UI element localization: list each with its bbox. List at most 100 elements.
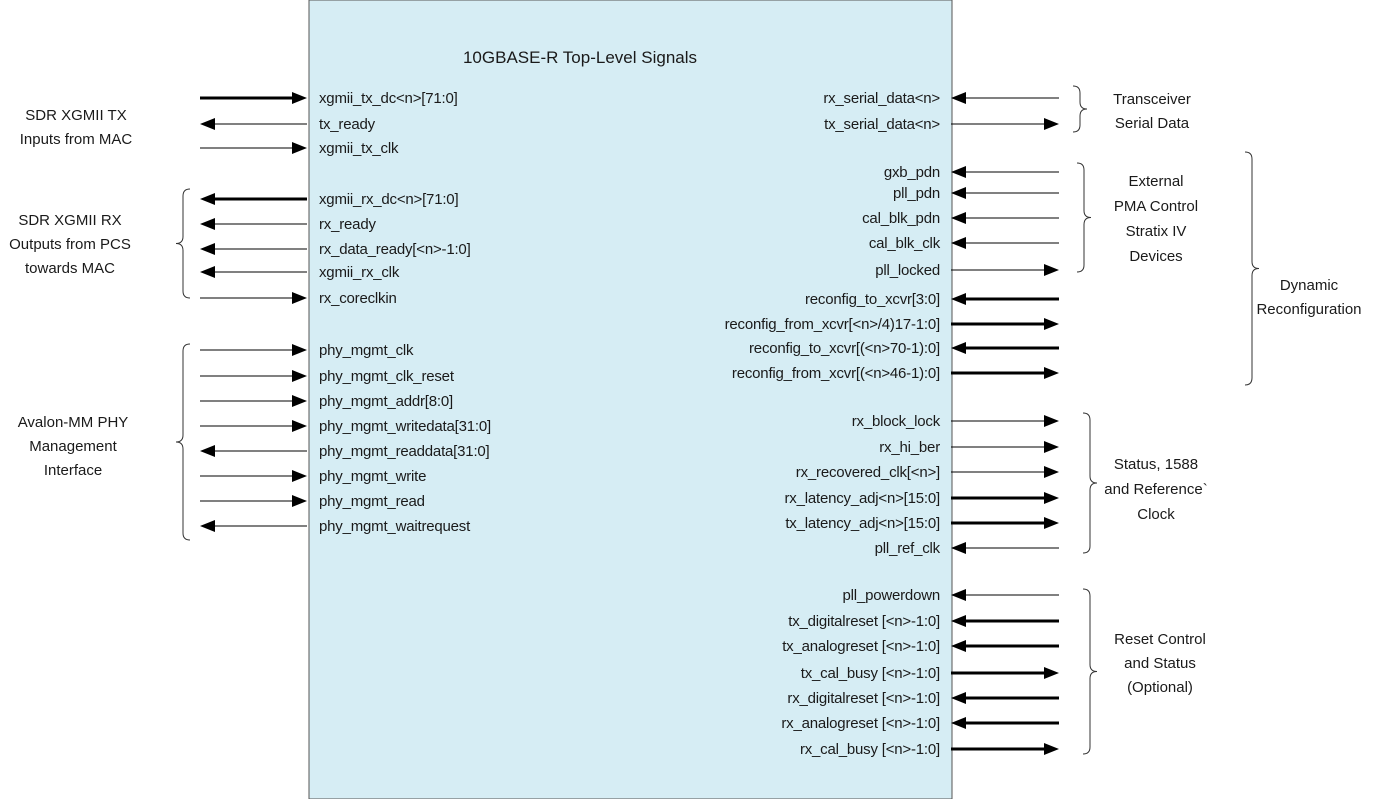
module-block [308,0,953,799]
signal-label-phy-mgmt-read: phy_mgmt_read [319,493,425,510]
signal-label-gxb-pdn: gxb_pdn [884,164,940,181]
signal-label-phy-mgmt-clk: phy_mgmt_clk [319,342,414,359]
signal-label-phy-mgmt-write: phy_mgmt_write [319,468,426,485]
group-label-transceiver-serial-data: Transceiver Serial Data [1113,91,1191,132]
signal-label-pll-powerdown: pll_powerdown [843,587,940,604]
signal-label-tx-digitalreset-n-1-0: tx_digitalreset [<n>-1:0] [788,613,940,630]
arrow-rx-recovered-clk-n [951,466,1059,478]
arrow-phy-mgmt-addr-8-0 [200,395,307,407]
arrow-tx-latency-adj-n-15-0 [951,517,1059,529]
group-label-line: Stratix IV [1126,223,1187,240]
brace-avalon-mm [175,343,191,541]
signal-label-cal-blk-clk: cal_blk_clk [869,235,941,252]
group-label-status-1588-and-reference-clock: Status, 1588 and Reference` Clock [1104,456,1207,523]
signal-label-xgmii-rx-clk: xgmii_rx_clk [319,264,400,281]
group-label-dynamic-reconfiguration: Dynamic Reconfiguration [1256,277,1361,318]
signal-label-rx-recovered-clk-n: rx_recovered_clk[<n>] [796,464,940,481]
group-label-line: Reconfiguration [1256,301,1361,318]
group-labels: SDR XGMII TX Inputs from MAC SDR XGMII RX O… [9,91,1361,696]
group-label-line: SDR XGMII TX [25,107,126,124]
group-label-external-pma-control-stratix-iv-devices: External PMA Control Stratix IV Devices [1114,173,1198,265]
signal-label-xgmii-tx-clk: xgmii_tx_clk [319,140,399,157]
signal-label-rx-coreclkin: rx_coreclkin [319,290,397,307]
arrow-tx-analogreset-n-1-0 [951,640,1059,652]
arrow-rx-analogreset-n-1-0 [951,717,1059,729]
group-label-line: Avalon-MM PHY [18,414,129,431]
arrow-cal-blk-clk [951,237,1059,249]
arrow-xgmii-tx-dc-n-71-0 [200,92,307,104]
signal-label-tx-cal-busy-n-1-0: tx_cal_busy [<n>-1:0] [801,665,940,682]
signal-label-rx-ready: rx_ready [319,216,376,233]
signal-label-reconfig-from-xcvr-n-46-1-0: reconfig_from_xcvr[(<n>46-1):0] [732,365,940,382]
signal-label-tx-serial-data-n: tx_serial_data<n> [824,116,940,133]
arrow-rx-block-lock [951,415,1059,427]
arrow-rx-hi-ber [951,441,1059,453]
arrow-xgmii-tx-clk [200,142,307,154]
signal-label-pll-pdn: pll_pdn [893,185,940,202]
group-label-line: Transceiver [1113,91,1191,108]
brace-dynamic-reconfig [1244,151,1260,386]
arrow-phy-mgmt-write [200,470,307,482]
arrow-reconfig-to-xcvr-3-0 [951,293,1059,305]
signal-label-reconfig-from-xcvr-n-4-17-1-0: reconfig_from_xcvr[<n>/4)17-1:0] [725,316,940,333]
arrow-phy-mgmt-writedata-31-0 [200,420,307,432]
arrow-phy-mgmt-read [200,495,307,507]
arrow-reconfig-from-xcvr-n-46-1-0 [951,367,1059,379]
group-label-reset-control-and-status-optional: Reset Control and Status (Optional) [1114,631,1206,696]
arrow-rx-ready [200,218,307,230]
brace-status-1588 [1082,412,1098,554]
arrow-rx-data-ready-n-1-0 [200,243,307,255]
signal-label-rx-block-lock: rx_block_lock [852,413,941,430]
signal-label-rx-hi-ber: rx_hi_ber [879,439,940,456]
arrow-tx-ready [200,118,307,130]
signal-arrows [200,92,1059,755]
arrow-tx-serial-data-n [951,118,1059,130]
brace-transceiver-serial [1072,85,1088,133]
group-label-line: towards MAC [25,260,115,277]
group-label-line: SDR XGMII RX [18,212,121,229]
signal-label-phy-mgmt-writedata-31-0: phy_mgmt_writedata[31:0] [319,418,491,435]
group-label-line: (Optional) [1127,679,1193,696]
signal-label-rx-digitalreset-n-1-0: rx_digitalreset [<n>-1:0] [787,690,940,707]
group-label-line: Management [29,438,117,455]
signal-label-pll-ref-clk: pll_ref_clk [875,540,941,557]
arrow-tx-digitalreset-n-1-0 [951,615,1059,627]
arrow-xgmii-rx-clk [200,266,307,278]
group-label-line: Outputs from PCS [9,236,131,253]
signal-label-tx-analogreset-n-1-0: tx_analogreset [<n>-1:0] [782,638,940,655]
group-label-line: External [1128,173,1183,190]
group-braces [175,85,1260,755]
arrow-phy-mgmt-clk [200,344,307,356]
signal-label-xgmii-rx-dc-n-71-0: xgmii_rx_dc<n>[71:0] [319,191,458,208]
arrow-rx-cal-busy-n-1-0 [951,743,1059,755]
signal-label-phy-mgmt-waitrequest: phy_mgmt_waitrequest [319,518,471,535]
group-label-line: PMA Control [1114,198,1198,215]
group-label-line: Dynamic [1280,277,1339,294]
arrow-gxb-pdn [951,166,1059,178]
signal-label-rx-analogreset-n-1-0: rx_analogreset [<n>-1:0] [781,715,940,732]
arrow-rx-latency-adj-n-15-0 [951,492,1059,504]
group-label-line: Interface [44,462,102,479]
group-label-sdr-xgmii-rx-outputs-from-pcs-towards-mac: SDR XGMII RX Outputs from PCS towards MAC [9,212,131,277]
signal-label-cal-blk-pdn: cal_blk_pdn [862,210,940,227]
arrow-rx-coreclkin [200,292,307,304]
signal-label-rx-serial-data-n: rx_serial_data<n> [823,90,940,107]
signal-label-rx-data-ready-n-1-0: rx_data_ready[<n>-1:0] [319,241,471,258]
group-label-line: and Reference` [1104,481,1207,498]
arrow-pll-ref-clk [951,542,1059,554]
brace-external-pma [1076,162,1092,273]
group-label-avalon-mm-phy-management-interface: Avalon-MM PHY Management Interface [18,414,129,479]
arrow-phy-mgmt-waitrequest [200,520,307,532]
signal-labels: xgmii_tx_dc<n>[71:0] tx_ready xgmii_tx_clk… [319,90,941,758]
arrow-rx-digitalreset-n-1-0 [951,692,1059,704]
arrow-reconfig-to-xcvr-n-70-1-0 [951,342,1059,354]
group-label-line: and Status [1124,655,1196,672]
signal-label-phy-mgmt-clk-reset: phy_mgmt_clk_reset [319,368,455,385]
brace-sdr-xgmii-rx [175,188,191,299]
arrow-xgmii-rx-dc-n-71-0 [200,193,307,205]
signal-label-reconfig-to-xcvr-3-0: reconfig_to_xcvr[3:0] [805,291,940,308]
arrow-pll-locked [951,264,1059,276]
signal-label-tx-latency-adj-n-15-0: tx_latency_adj<n>[15:0] [785,515,940,532]
group-label-sdr-xgmii-tx-inputs-from-mac: SDR XGMII TX Inputs from MAC [20,107,133,148]
